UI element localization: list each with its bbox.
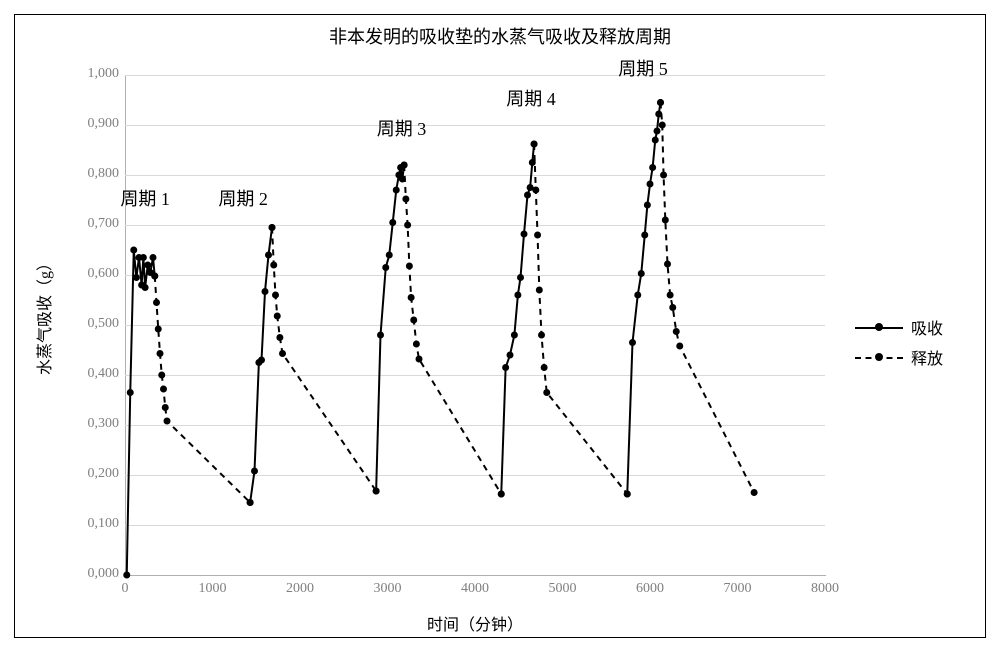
x-tick: 6000 <box>636 581 664 597</box>
x-tick: 5000 <box>549 581 577 597</box>
y-tick: 0,800 <box>75 166 119 182</box>
y-tick: 0,300 <box>75 416 119 432</box>
cycle-label: 周期 4 <box>506 85 556 111</box>
x-axis-label: 时间（分钟） <box>427 611 523 635</box>
y-tick: 0,400 <box>75 366 119 382</box>
legend-label-release: 释放 <box>911 345 943 369</box>
cycle-label: 周期 5 <box>618 55 668 81</box>
legend-item-release: 释放 <box>855 345 943 369</box>
legend-swatch-dashed <box>855 351 903 363</box>
x-tick: 0 <box>122 581 129 597</box>
legend-item-absorb: 吸收 <box>855 315 943 339</box>
chart-frame: 非本发明的吸收垫的水蒸气吸收及释放周期 水蒸气吸收（g） 时间（分钟） 周期 1… <box>14 14 986 638</box>
chart-title: 非本发明的吸收垫的水蒸气吸收及释放周期 <box>15 23 985 49</box>
y-tick: 0,100 <box>75 516 119 532</box>
x-tick: 2000 <box>286 581 314 597</box>
y-tick: 1,000 <box>75 66 119 82</box>
x-tick: 4000 <box>461 581 489 597</box>
y-tick: 0,700 <box>75 216 119 232</box>
y-tick: 0,200 <box>75 466 119 482</box>
plot-svg <box>125 75 825 575</box>
x-tick: 3000 <box>374 581 402 597</box>
x-tick: 8000 <box>811 581 839 597</box>
y-tick: 0,600 <box>75 266 119 282</box>
legend-label-absorb: 吸收 <box>911 315 943 339</box>
x-tick: 1000 <box>199 581 227 597</box>
x-tick: 7000 <box>724 581 752 597</box>
cycle-label: 周期 2 <box>218 185 268 211</box>
cycle-label: 周期 3 <box>377 115 427 141</box>
legend-swatch-solid <box>855 321 903 333</box>
legend: 吸收 释放 <box>855 315 943 375</box>
plot-area: 周期 1周期 2周期 3周期 4周期 5 <box>125 75 825 575</box>
cycle-label: 周期 1 <box>120 185 170 211</box>
y-axis-label: 水蒸气吸收（g） <box>31 255 55 375</box>
y-tick: 0,500 <box>75 316 119 332</box>
y-tick: 0,000 <box>75 566 119 582</box>
y-tick: 0,900 <box>75 116 119 132</box>
